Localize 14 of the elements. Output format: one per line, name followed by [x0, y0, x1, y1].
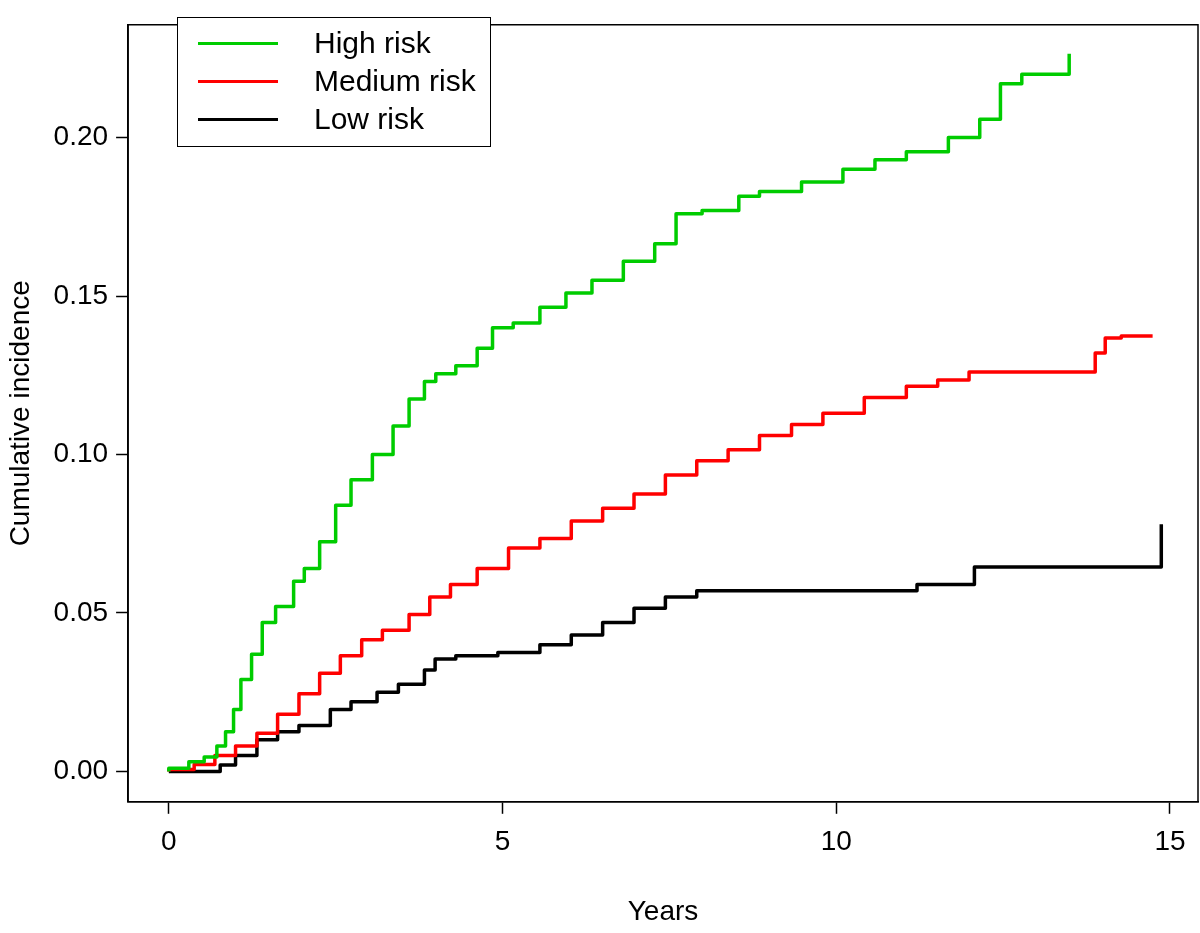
y-tick-label: 0.15: [53, 278, 109, 310]
y-axis-title: Cumulative incidence: [3, 280, 35, 547]
legend-label: Medium risk: [314, 63, 476, 99]
x-axis-title: Years: [627, 894, 699, 926]
y-tick-label: 0.20: [53, 120, 109, 152]
legend-label: Low risk: [314, 101, 425, 137]
x-tick-label: 10: [820, 825, 852, 857]
y-tick-label: 0.10: [53, 437, 109, 469]
x-tick-label: 15: [1154, 825, 1186, 857]
y-tick-label: 0.05: [53, 595, 109, 627]
y-tick-label: 0.00: [53, 754, 109, 786]
x-tick-label: 5: [494, 825, 511, 857]
legend-label: High risk: [314, 25, 431, 61]
x-tick-label: 0: [161, 825, 177, 857]
